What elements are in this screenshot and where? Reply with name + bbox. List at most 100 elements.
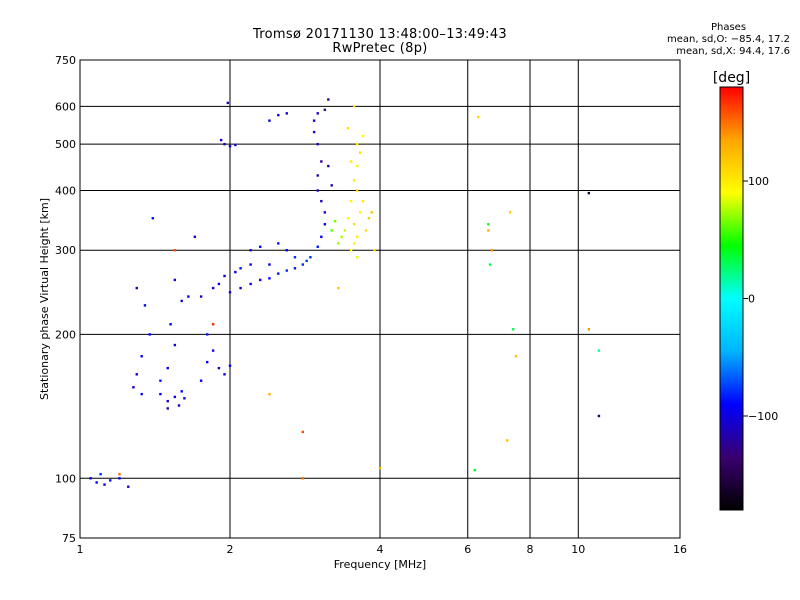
data-point <box>355 256 359 259</box>
x-tick-label: 2 <box>227 543 234 556</box>
data-point <box>355 235 359 239</box>
data-point <box>239 286 242 290</box>
x-tick-label: 6 <box>464 543 471 556</box>
data-point <box>211 349 215 352</box>
colorbar-gradient <box>719 86 744 511</box>
data-point <box>180 299 183 303</box>
data-point <box>340 235 343 239</box>
data-point <box>337 286 340 290</box>
data-point <box>228 145 232 148</box>
data-point <box>259 245 262 248</box>
data-point <box>148 333 151 336</box>
data-point <box>277 272 280 275</box>
x-tick-label: 1 <box>77 543 84 556</box>
y-tick-label: 300 <box>55 244 76 257</box>
x-tick-label: 16 <box>673 543 687 556</box>
data-point <box>312 130 316 134</box>
y-axis: 75 100 200 300 400 500 600 750 <box>55 54 76 545</box>
chart-subtitle: RwPretec (8p) <box>332 41 428 56</box>
data-point <box>223 142 226 146</box>
data-point <box>173 395 177 399</box>
data-point <box>361 134 365 138</box>
data-point <box>316 142 319 146</box>
data-point <box>505 439 509 442</box>
data-point <box>118 477 121 480</box>
colorbar-ticks: 100 0 −100 <box>743 175 778 423</box>
x-axis: 1 2 4 6 8 10 16 <box>77 543 688 556</box>
x-tick-label: 10 <box>571 543 585 556</box>
data-point <box>249 249 252 252</box>
data-point <box>217 366 221 370</box>
data-point <box>352 105 356 108</box>
data-point <box>597 349 601 352</box>
data-point <box>268 277 271 280</box>
data-point <box>367 217 371 220</box>
data-point <box>508 211 512 214</box>
data-point <box>249 282 252 286</box>
data-point <box>109 479 112 482</box>
data-point <box>477 115 480 119</box>
data-point <box>361 199 365 203</box>
data-point <box>259 278 262 282</box>
data-point <box>358 151 362 154</box>
data-point <box>370 211 373 214</box>
data-point <box>487 229 490 232</box>
data-point <box>488 263 492 266</box>
x-axis-label: Frequency [MHz] <box>334 558 426 571</box>
data-point <box>187 295 190 298</box>
data-point <box>166 366 169 370</box>
data-point <box>140 392 143 396</box>
data-point <box>316 112 319 115</box>
colorbar-tick-label: 100 <box>748 175 769 188</box>
data-point <box>293 267 297 270</box>
data-point <box>309 256 312 259</box>
data-point <box>173 249 177 252</box>
data-point <box>135 286 138 290</box>
data-point <box>223 274 226 278</box>
data-point <box>355 142 359 146</box>
data-point <box>223 373 226 376</box>
data-point <box>239 267 242 270</box>
data-point <box>95 481 98 484</box>
y-tick-label: 400 <box>55 184 76 197</box>
data-point <box>316 174 319 177</box>
data-point <box>349 199 353 203</box>
data-point <box>378 466 382 470</box>
data-point <box>228 291 232 294</box>
data-point <box>323 108 327 112</box>
data-point <box>193 235 197 239</box>
data-point <box>205 333 209 336</box>
data-point <box>205 360 209 364</box>
x-tick-label: 4 <box>377 543 384 556</box>
data-point <box>330 229 333 232</box>
data-point <box>514 355 518 358</box>
colorbar-label: [deg] <box>713 70 750 86</box>
chart-grid <box>80 60 680 538</box>
data-point <box>511 328 515 331</box>
data-point <box>277 113 280 117</box>
data-point <box>349 249 353 252</box>
data-point <box>352 179 356 182</box>
data-point <box>211 323 215 326</box>
data-point <box>169 323 172 326</box>
data-point <box>211 286 215 290</box>
data-point <box>226 101 230 105</box>
data-point <box>199 379 203 382</box>
phase-stats: Phases mean, sd,O: −85.4, 17.2 mean, sd,… <box>667 22 790 58</box>
data-point <box>127 485 130 488</box>
data-point <box>268 392 271 396</box>
data-point <box>183 397 186 400</box>
data-point <box>364 229 368 232</box>
data-point <box>305 259 308 263</box>
data-point <box>228 364 232 367</box>
data-point <box>373 249 376 252</box>
y-axis-label: Stationary phase Virtual Height [km] <box>38 198 51 400</box>
data-point <box>135 373 138 376</box>
data-point <box>301 477 305 480</box>
data-point <box>159 379 162 382</box>
data-point <box>343 229 347 232</box>
data-point <box>320 235 323 239</box>
data-point <box>330 184 333 187</box>
data-point <box>320 160 323 163</box>
